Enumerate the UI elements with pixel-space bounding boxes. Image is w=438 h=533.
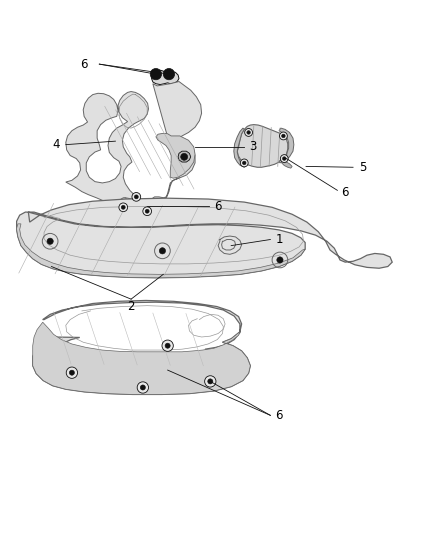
Circle shape [47, 238, 53, 245]
Circle shape [279, 132, 287, 140]
Circle shape [181, 154, 187, 160]
Circle shape [159, 248, 166, 254]
Polygon shape [279, 128, 294, 163]
Text: 6: 6 [214, 200, 222, 213]
Circle shape [137, 382, 148, 393]
Circle shape [247, 131, 251, 134]
Circle shape [163, 68, 175, 80]
Polygon shape [17, 224, 305, 278]
Text: 4: 4 [52, 138, 60, 151]
Text: 3: 3 [249, 140, 257, 154]
Text: 1: 1 [276, 233, 283, 246]
Circle shape [162, 340, 173, 351]
Polygon shape [237, 125, 288, 167]
Polygon shape [140, 202, 154, 219]
Circle shape [66, 367, 78, 378]
Polygon shape [282, 161, 292, 168]
Polygon shape [178, 151, 191, 162]
Text: 6: 6 [80, 58, 88, 70]
Polygon shape [152, 70, 179, 85]
Polygon shape [234, 128, 245, 167]
Circle shape [283, 157, 286, 160]
Circle shape [245, 128, 253, 136]
Circle shape [150, 68, 162, 80]
Circle shape [145, 209, 149, 213]
Circle shape [140, 385, 145, 390]
Text: 2: 2 [127, 301, 135, 313]
Text: 6: 6 [342, 186, 349, 199]
Circle shape [277, 257, 283, 263]
Text: 5: 5 [359, 161, 366, 174]
Polygon shape [66, 82, 201, 206]
Text: 6: 6 [276, 409, 283, 422]
Polygon shape [156, 133, 195, 178]
Circle shape [240, 159, 248, 167]
Circle shape [165, 343, 170, 348]
Circle shape [282, 134, 285, 138]
Polygon shape [33, 301, 251, 394]
Polygon shape [116, 198, 131, 214]
Circle shape [69, 370, 74, 375]
Circle shape [134, 195, 138, 199]
Polygon shape [17, 198, 392, 278]
Circle shape [208, 379, 213, 384]
Circle shape [280, 155, 288, 163]
Circle shape [243, 161, 246, 165]
Polygon shape [33, 322, 251, 394]
Circle shape [205, 376, 216, 387]
Circle shape [132, 192, 141, 201]
Circle shape [119, 203, 127, 212]
Circle shape [143, 207, 152, 215]
Circle shape [121, 205, 125, 209]
